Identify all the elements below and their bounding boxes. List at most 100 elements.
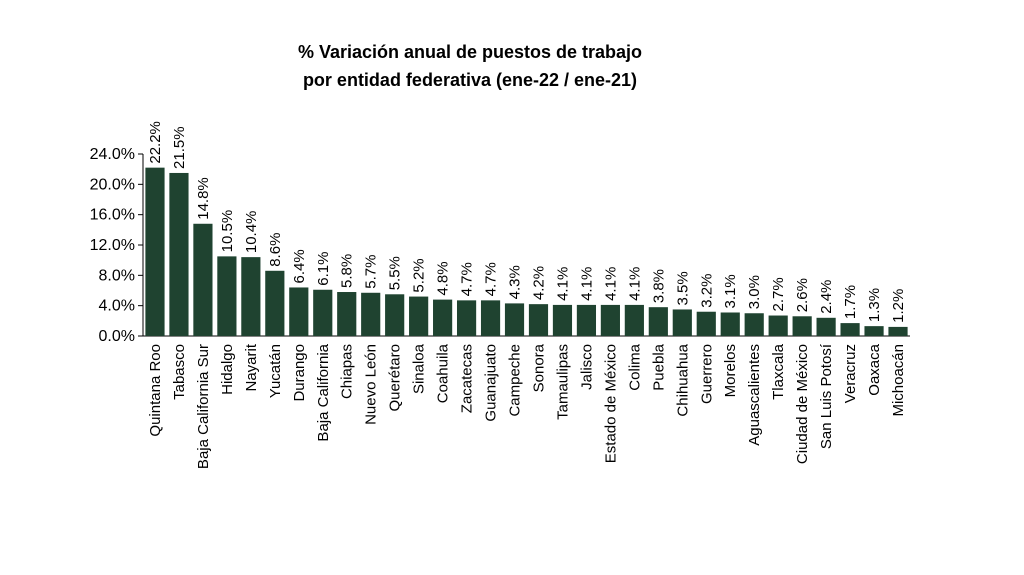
category-label: Durango — [291, 344, 308, 402]
category-label: San Luis Potosí — [818, 343, 835, 449]
y-tick-label: 0.0% — [99, 328, 135, 345]
category-label: Morelos — [722, 344, 739, 397]
category-label: Guerrero — [698, 344, 715, 404]
category-label: Aguascalientes — [746, 344, 763, 446]
bar — [241, 257, 261, 336]
bar-value-label: 4.1% — [554, 267, 571, 301]
bar — [289, 287, 309, 336]
bar — [385, 294, 405, 336]
category-label: Ciudad de México — [794, 344, 811, 464]
bar-value-label: 2.6% — [794, 278, 811, 312]
bar-value-label: 8.6% — [267, 233, 284, 267]
bar-value-label: 5.2% — [411, 258, 428, 292]
category-label: Chiapas — [339, 344, 356, 399]
bar — [648, 307, 668, 336]
y-tick-label: 20.0% — [90, 176, 135, 193]
category-label: Tamaulipas — [554, 344, 571, 420]
bar-value-label: 6.1% — [315, 252, 332, 286]
category-label: Michoacán — [890, 344, 907, 417]
category-label: Nayarit — [243, 343, 260, 391]
category-label: Querétaro — [387, 344, 404, 412]
category-label: Puebla — [650, 343, 667, 390]
bar-value-label: 1.2% — [890, 289, 907, 323]
category-label: Hidalgo — [219, 344, 236, 395]
category-label: Coahuila — [435, 343, 452, 403]
category-label: Veracruz — [842, 344, 859, 403]
bar-value-label: 3.0% — [746, 275, 763, 309]
category-label: Tlaxcala — [770, 343, 787, 400]
category-label: Oaxaca — [866, 343, 883, 395]
bar-value-label: 4.3% — [507, 265, 524, 299]
y-tick-label: 12.0% — [90, 237, 135, 254]
bar-value-label: 3.8% — [650, 269, 667, 303]
bar-value-label: 10.5% — [219, 210, 236, 253]
bar-value-label: 3.2% — [698, 274, 715, 308]
category-label: Tabasco — [171, 344, 188, 400]
bar — [696, 311, 716, 336]
bar — [480, 300, 501, 336]
bar — [552, 304, 573, 336]
bar — [313, 289, 333, 336]
bar — [528, 304, 549, 336]
bar-value-label: 5.8% — [339, 254, 356, 288]
bar — [744, 313, 764, 336]
bar — [145, 167, 165, 336]
bar-value-label: 4.2% — [530, 266, 547, 300]
bar-value-label: 4.7% — [483, 262, 500, 296]
bar — [504, 303, 525, 336]
y-tick-label: 8.0% — [99, 267, 135, 284]
category-label: Baja California Sur — [195, 344, 212, 469]
category-label: Sinaloa — [411, 343, 428, 394]
category-label: Estado de México — [602, 344, 619, 463]
bar — [624, 304, 644, 336]
bar-value-label: 1.7% — [842, 285, 859, 319]
y-tick-label: 4.0% — [99, 298, 135, 315]
bar-value-label: 2.7% — [770, 277, 787, 311]
bar — [600, 304, 620, 336]
category-labels: Quintana Roo Tabasco Baja California Sur Hi… — [147, 343, 907, 469]
bars — [145, 167, 908, 336]
bar — [576, 304, 597, 336]
bar — [409, 296, 429, 336]
bar-value-label: 5.5% — [387, 256, 404, 290]
bar — [888, 326, 908, 336]
bar — [864, 326, 884, 336]
bar — [433, 299, 453, 336]
bar-value-label: 2.4% — [818, 280, 835, 314]
bar-value-label: 21.5% — [171, 126, 188, 169]
bar — [720, 312, 740, 336]
category-label: Yucatán — [267, 344, 284, 398]
bar-value-label: 6.4% — [291, 249, 308, 283]
category-label: Zacatecas — [459, 344, 476, 413]
bar-value-label: 22.2% — [147, 121, 164, 164]
category-label: Colima — [626, 343, 643, 390]
bar — [193, 223, 213, 336]
category-label: Chihuahua — [674, 343, 691, 416]
bar-value-label: 4.1% — [578, 267, 595, 301]
y-tick-label: 24.0% — [90, 146, 135, 163]
category-label: Sonora — [530, 343, 547, 392]
bar-value-label: 10.4% — [243, 211, 260, 254]
bar-value-label: 4.8% — [435, 261, 452, 295]
bar — [672, 309, 692, 336]
bar-value-label: 3.1% — [722, 274, 739, 308]
bar — [816, 317, 836, 336]
y-tick-label: 16.0% — [90, 207, 135, 224]
bar — [169, 172, 189, 336]
chart-title-line-1: % Variación anual de puestos de trabajo — [297, 42, 643, 62]
bar-value-label: 3.5% — [674, 271, 691, 305]
category-label: Baja California — [315, 343, 332, 441]
bar-value-label: 4.1% — [602, 267, 619, 301]
bar-value-label: 4.7% — [459, 262, 476, 296]
bar — [456, 300, 477, 336]
bar — [361, 292, 381, 336]
bar-value-label: 5.7% — [363, 255, 380, 289]
bar — [840, 323, 860, 336]
bar-value-label: 4.1% — [626, 267, 643, 301]
bar — [265, 270, 285, 336]
category-label: Guanajuato — [483, 344, 500, 422]
category-label: Campeche — [507, 344, 524, 417]
bar — [337, 292, 357, 336]
value-labels: 22.2% 21.5% 14.8% 10.5% 10.4% 8.6% 6.4% 6.1% 5.8… — [147, 121, 907, 323]
